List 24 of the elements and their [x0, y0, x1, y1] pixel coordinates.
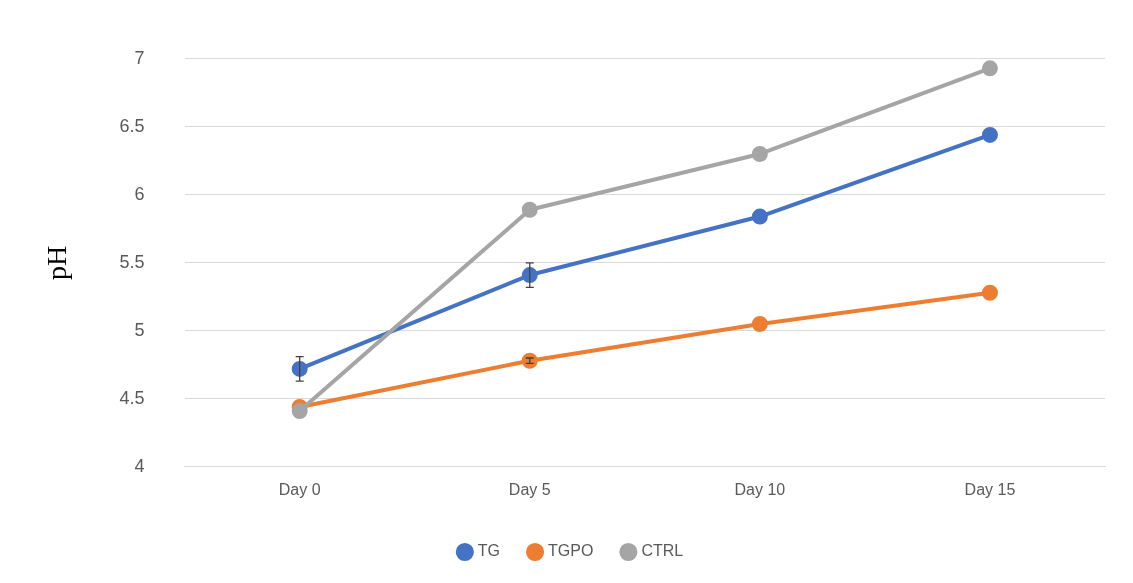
legend-label: TG: [477, 542, 501, 560]
point: [291, 403, 308, 420]
x-tick-label: Day 5: [508, 480, 551, 498]
x-tick-label: Day 15: [964, 480, 1016, 498]
point: [521, 201, 538, 218]
legend-label: CTRL: [641, 542, 684, 560]
y-tick-label: 7: [134, 47, 145, 68]
y-tick-label: 5: [134, 319, 145, 340]
x-tick-label: Day 10: [734, 480, 786, 498]
y-axis-title: pH: [41, 245, 73, 280]
point: [751, 316, 768, 332]
point: [751, 146, 768, 162]
y-tick-label: 6.5: [119, 115, 145, 136]
y-tick-label: 5.5: [119, 251, 145, 272]
y-tick-label: 4.5: [119, 387, 145, 408]
point: [751, 208, 768, 225]
point: [981, 284, 998, 301]
x-tick-label: Day 0: [278, 480, 321, 498]
y-tick-label: 6: [134, 183, 145, 204]
point: [521, 352, 538, 369]
y-tick-label: 4: [134, 455, 145, 476]
point: [981, 126, 998, 143]
point: [981, 60, 998, 77]
legend-label: TGPO: [548, 542, 594, 560]
